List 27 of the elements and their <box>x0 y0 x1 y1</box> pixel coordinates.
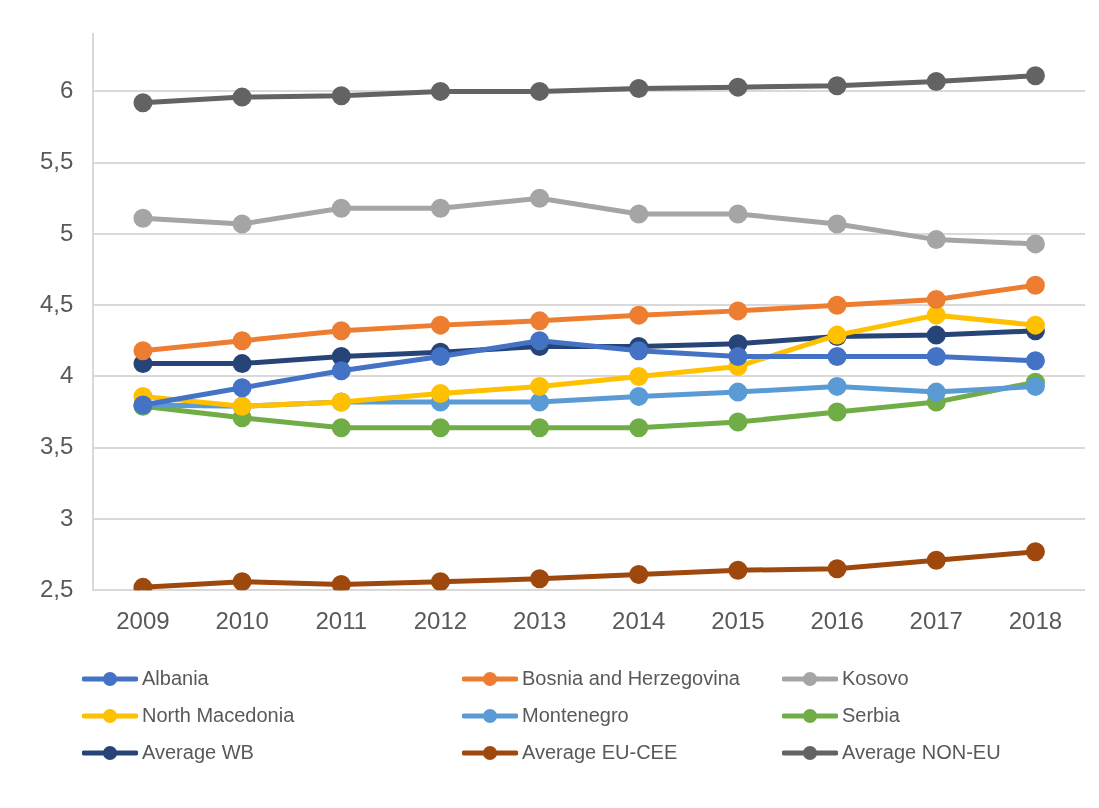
legend-label: Average EU-CEE <box>522 741 678 764</box>
x-tick-label: 2016 <box>810 607 864 635</box>
y-tick-label: 3 <box>60 503 74 531</box>
legend-label: Serbia <box>842 704 900 727</box>
x-tick-label: 2011 <box>315 607 368 635</box>
y-tick-label: 4,5 <box>39 289 74 317</box>
x-tick-label: 2014 <box>612 607 666 635</box>
y-tick-label: 2,5 <box>39 574 74 602</box>
legend-label: North Macedonia <box>142 704 295 727</box>
y-tick-label: 3,5 <box>39 432 74 460</box>
y-tick-label: 6 <box>60 76 74 104</box>
legend-label: Albania <box>142 667 209 690</box>
x-tick-label: 2018 <box>1008 607 1063 635</box>
x-tick-label: 2015 <box>711 607 765 635</box>
legend-label: Average WB <box>142 741 254 764</box>
x-tick-label: 2012 <box>413 607 468 635</box>
y-tick-label: 5,5 <box>39 147 74 175</box>
legend-label: Average NON-EU <box>842 741 1001 764</box>
x-tick-label: 2013 <box>512 607 567 635</box>
legend-label: Kosovo <box>842 667 909 690</box>
legend-label: Montenegro <box>522 704 629 727</box>
x-tick-label: 2009 <box>116 607 170 635</box>
y-tick-label: 5 <box>60 218 74 246</box>
x-tick-label: 2010 <box>215 607 269 635</box>
legend-label: Bosnia and Herzegovina <box>522 667 740 690</box>
x-tick-label: 2017 <box>909 607 963 635</box>
y-tick-label: 4 <box>60 361 74 389</box>
